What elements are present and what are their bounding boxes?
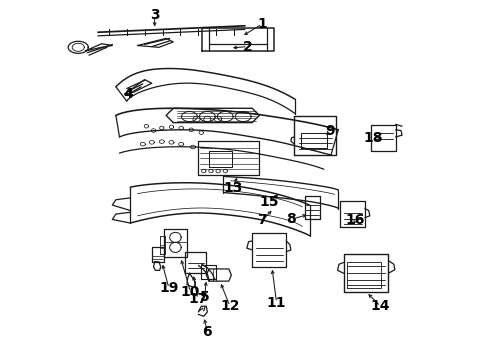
Text: 19: 19 xyxy=(159,281,179,295)
Text: 13: 13 xyxy=(224,181,243,195)
Text: 15: 15 xyxy=(260,194,279,208)
Text: 1: 1 xyxy=(257,17,267,31)
Text: 3: 3 xyxy=(150,8,159,22)
Text: 4: 4 xyxy=(123,87,133,101)
Text: 5: 5 xyxy=(200,289,210,303)
Text: 14: 14 xyxy=(371,299,391,313)
Text: 2: 2 xyxy=(243,40,253,54)
Text: 17: 17 xyxy=(188,292,207,306)
Text: 9: 9 xyxy=(325,123,335,138)
Text: 16: 16 xyxy=(346,213,365,227)
Text: 10: 10 xyxy=(181,285,200,299)
Text: 6: 6 xyxy=(202,325,212,339)
Text: 11: 11 xyxy=(267,296,286,310)
Text: 12: 12 xyxy=(220,299,240,313)
Text: 18: 18 xyxy=(364,131,383,145)
Text: 8: 8 xyxy=(286,212,296,226)
Text: 7: 7 xyxy=(257,213,267,227)
